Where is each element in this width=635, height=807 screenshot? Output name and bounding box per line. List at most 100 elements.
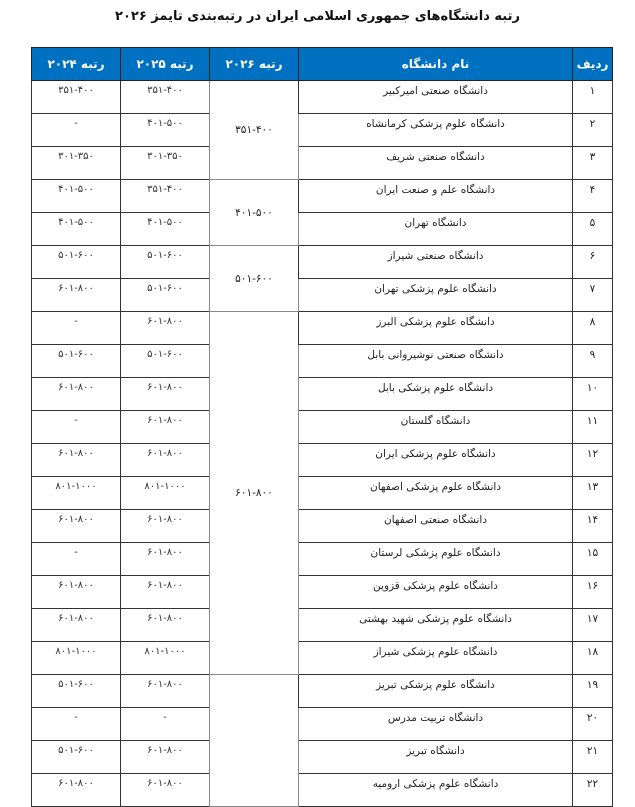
university-name: دانشگاه تهران [298,212,573,246]
rank-2024-cell: ۶۰۱-۸۰۰ [31,575,121,609]
rank-2024-cell: ۶۰۱-۸۰۰ [31,509,121,543]
row-number: ۱۶ [572,575,613,609]
row-number: ۱۷ [572,608,613,642]
university-name: دانشگاه صنعتی اصفهان [298,509,573,543]
header-row: ردیف نام دانشگاه رتبه ۲۰۲۶ رتبه ۲۰۲۵ رتب… [31,47,613,81]
rank-2025-cell: ۵۰۱-۶۰۰ [120,245,210,279]
rank-2025-cell: ۶۰۱-۸۰۰ [120,509,210,543]
rank-2025-cell: ۴۰۱-۵۰۰ [120,212,210,246]
row-number: ۴ [572,179,613,213]
rank-2026-cell: ۴۰۱-۵۰۰ [209,179,299,246]
row-number: ۱۰ [572,377,613,411]
rank-2024-cell: ۴۰۱-۵۰۰ [31,179,121,213]
table-row: ۱۸ دانشگاه علوم پزشکی شیراز ۸۰۱-۱۰۰۰ ۸۰۱-۱۰… [31,641,613,675]
university-name: دانشگاه علوم پزشکی شهید بهشتی [298,608,573,642]
row-number: ۱۴ [572,509,613,543]
table-row: ۲ دانشگاه علوم پزشکی کرمانشاه ۴۰۱-۵۰۰- [31,113,613,147]
rank-2025-cell: ۶۰۱-۸۰۰ [120,575,210,609]
row-number: ۱۱ [572,410,613,444]
table-row: ۹ دانشگاه صنعتی نوشیروانی بابل ۵۰۱-۶۰۰ ۵۰۱-… [31,344,613,378]
table-row: ۵ دانشگاه تهران ۴۰۱-۵۰۰ ۴۰۱-۵۰۰ [31,212,613,246]
header-rank-2025: رتبه ۲۰۲۵ [120,47,210,81]
rankings-table: ردیف نام دانشگاه رتبه ۲۰۲۶ رتبه ۲۰۲۵ رتب… [31,47,613,807]
row-number: ۳ [572,146,613,180]
rank-2025-cell: ۴۰۱-۵۰۰ [120,113,210,147]
rank-2025-cell: ۵۰۱-۶۰۰ [120,278,210,312]
rank-2025-cell: ۳۵۱-۴۰۰ [120,80,210,114]
table-row: ۱۴ دانشگاه صنعتی اصفهان ۶۰۱-۸۰۰ ۶۰۱-۸۰۰ [31,509,613,543]
rank-2024-cell: - [31,410,121,444]
university-name: دانشگاه علوم پزشکی شیراز [298,641,573,675]
table-row: ۸ دانشگاه علوم پزشکی البرز ۶۰۱-۸۰۰ ۶۰۱-۸۰۰- [31,311,613,675]
rank-2025-cell: ۶۰۱-۸۰۰ [120,674,210,708]
row-number: ۱۹ [572,674,613,708]
row-number: ۵ [572,212,613,246]
university-name: دانشگاه تربیت مدرس [298,707,573,741]
university-name: دانشگاه علوم پزشکی بابل [298,377,573,411]
rank-2025-cell: ۳۰۱-۳۵۰ [120,146,210,180]
row-number: ۲۱ [572,740,613,774]
header-rank-2026: رتبه ۲۰۲۶ [209,47,299,81]
row-number: ۶ [572,245,613,279]
row-number: ۲۲ [572,773,613,807]
table-row: ۴ دانشگاه علم و صنعت ایران ۴۰۱-۵۰۰ ۳۵۱-۴۰۰ ۴… [31,179,613,246]
university-name: دانشگاه تبریز [298,740,573,774]
university-name: دانشگاه علوم پزشکی کرمانشاه [298,113,573,147]
rank-2026-cell: ۳۵۱-۴۰۰ [209,80,299,180]
rank-2025-cell: ۳۵۱-۴۰۰ [120,179,210,213]
rank-2024-cell: ۶۰۱-۸۰۰ [31,443,121,477]
rank-2024-cell: ۵۰۱-۶۰۰ [31,245,121,279]
rank-2025-cell: ۶۰۱-۸۰۰ [120,410,210,444]
university-name: دانشگاه صنعتی شریف [298,146,573,180]
rank-2025-cell: ۶۰۱-۸۰۰ [120,542,210,576]
row-number: ۲ [572,113,613,147]
table-row: ۲۱ دانشگاه تبریز ۶۰۱-۸۰۰ ۵۰۱-۶۰۰ [31,740,613,774]
table-body: ۱ دانشگاه صنعتی امیرکبیر ۳۵۱-۴۰۰ ۳۵۱-۴۰۰ ۳۵۱… [31,80,613,807]
table-row: ۱۹ دانشگاه علوم پزشکی تبریز ۶۰۱-۸۰۰ ۵۰۱-۶۰۰ [31,674,613,807]
row-number: ۸ [572,311,613,345]
rank-2024-cell: ۸۰۱-۱۰۰۰ [31,641,121,675]
table-row: ۷ دانشگاه علوم پزشکی تهران ۵۰۱-۶۰۰ ۶۰۱-۸۰۰ [31,278,613,312]
table-row: ۶ دانشگاه صنعتی شیراز ۵۰۱-۶۰۰ ۵۰۱-۶۰۰ ۵۰۱-۶۰… [31,245,613,312]
rank-2025-cell: ۸۰۱-۱۰۰۰ [120,641,210,675]
rank-2024-cell: ۶۰۱-۸۰۰ [31,608,121,642]
rank-2024-cell: ۵۰۱-۶۰۰ [31,740,121,774]
rank-2025-cell: ۵۰۱-۶۰۰ [120,344,210,378]
rank-2025-cell: ۶۰۱-۸۰۰ [120,773,210,807]
table-row: ۱۰ دانشگاه علوم پزشکی بابل ۶۰۱-۸۰۰ ۶۰۱-۸۰۰ [31,377,613,411]
table-row: ۱۵ دانشگاه علوم پزشکی لرستان ۶۰۱-۸۰۰- [31,542,613,576]
table-row: ۱۲ دانشگاه علوم پزشکی ایران ۶۰۱-۸۰۰ ۶۰۱-۸۰۰ [31,443,613,477]
row-number: ۱ [572,80,613,114]
table-row: ۲۲ دانشگاه علوم پزشکی ارومیه ۶۰۱-۸۰۰ ۶۰۱-۸۰… [31,773,613,807]
rank-2024-cell: ۶۰۱-۸۰۰ [31,377,121,411]
rank-2026-cell [209,674,299,807]
row-number: ۲۰ [572,707,613,741]
table-row: ۱۱ دانشگاه گلستان ۶۰۱-۸۰۰- [31,410,613,444]
rank-2026-cell: ۵۰۱-۶۰۰ [209,245,299,312]
row-number: ۱۲ [572,443,613,477]
rank-2024-cell: ۸۰۱-۱۰۰۰ [31,476,121,510]
university-name: دانشگاه علوم پزشکی ایران [298,443,573,477]
rank-2024-cell: - [31,311,121,345]
university-name: دانشگاه علوم پزشکی ارومیه [298,773,573,807]
rank-2025-cell: ۶۰۱-۸۰۰ [120,311,210,345]
rank-2024-cell: - [31,542,121,576]
rank-2024-cell: ۴۰۱-۵۰۰ [31,212,121,246]
university-name: دانشگاه گلستان [298,410,573,444]
row-number: ۹ [572,344,613,378]
table-row: ۱۳ دانشگاه علوم پزشکی اصفهان ۸۰۱-۱۰۰۰ ۸۰۱-۱… [31,476,613,510]
rank-2024-cell: ۵۰۱-۶۰۰ [31,344,121,378]
university-name: دانشگاه علوم پزشکی تهران [298,278,573,312]
table-row: ۲۰ دانشگاه تربیت مدرس - - [31,707,613,741]
rank-2026-cell: ۶۰۱-۸۰۰ [209,311,299,675]
university-name: دانشگاه علم و صنعت ایران [298,179,573,213]
rank-2024-cell: ۳۵۱-۴۰۰ [31,80,121,114]
row-number: ۱۸ [572,641,613,675]
university-name: دانشگاه علوم پزشکی تبریز [298,674,573,708]
table-row: ۳ دانشگاه صنعتی شریف ۳۰۱-۳۵۰ ۳۰۱-۳۵۰ [31,146,613,180]
page-title: رتبه دانشگاه‌های جمهوری اسلامی ایران در … [115,9,520,24]
rank-2025-cell: ۶۰۱-۸۰۰ [120,443,210,477]
rank-2024-cell: ۳۰۱-۳۵۰ [31,146,121,180]
university-name: دانشگاه صنعتی شیراز [298,245,573,279]
rank-2024-cell: ۶۰۱-۸۰۰ [31,773,121,807]
